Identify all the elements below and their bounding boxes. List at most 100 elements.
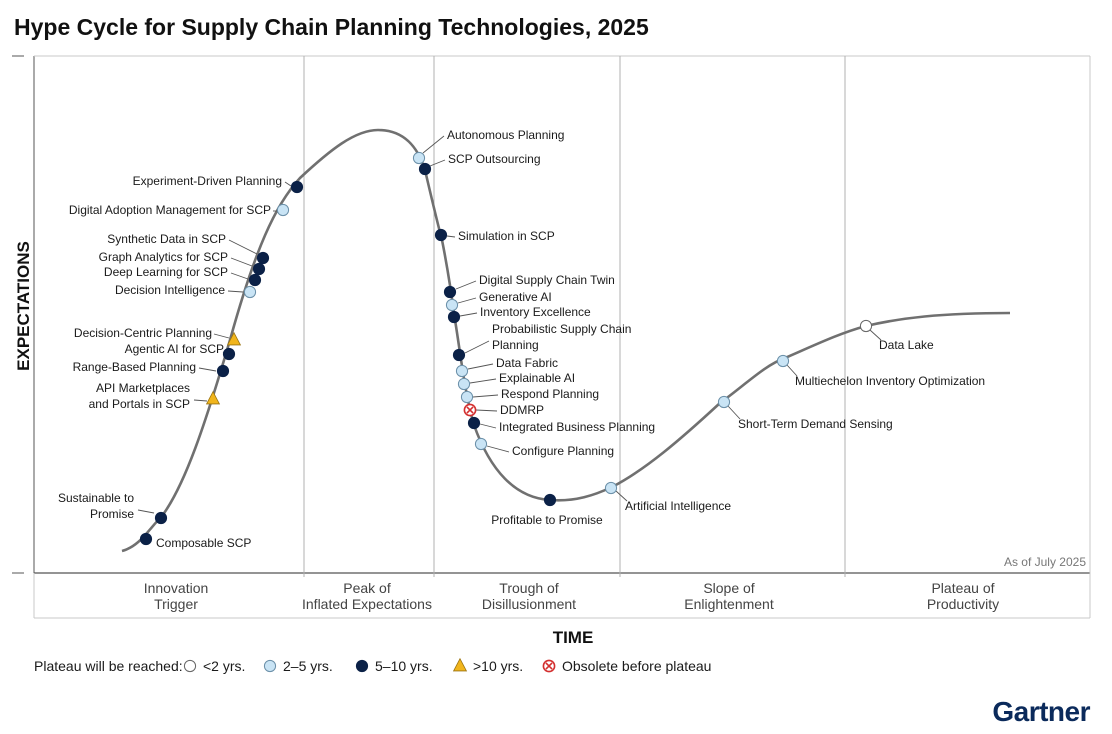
technology-label: Synthetic Data in SCP bbox=[107, 232, 226, 246]
technology-label: Digital Supply Chain Twin bbox=[479, 273, 615, 287]
technology-label: Respond Planning bbox=[501, 387, 599, 401]
leader-line bbox=[786, 364, 798, 377]
technology-point: Probabilistic Supply Chain Planning bbox=[452, 322, 631, 362]
light-blue-circle-marker-icon bbox=[445, 298, 459, 312]
x-cross-icon bbox=[466, 406, 474, 414]
leader-line bbox=[429, 159, 446, 167]
technology-label: Probabilistic Supply Chain Planning bbox=[492, 322, 631, 352]
technology-label: Explainable AI bbox=[499, 371, 575, 385]
navy-circle-marker-icon bbox=[418, 162, 432, 176]
light-blue-circle-marker-icon bbox=[460, 390, 474, 404]
navy-circle-marker-icon bbox=[248, 273, 262, 287]
technology-label: Graph Analytics for SCP bbox=[99, 250, 228, 264]
technology-point: Sustainable to Promise bbox=[58, 491, 168, 525]
x-axis-title: TIME bbox=[553, 628, 594, 647]
technology-label: Digital Adoption Management for SCP bbox=[69, 203, 271, 217]
legend-title: Plateau will be reached: bbox=[34, 658, 183, 674]
technology-point: Decision-Centric Planning bbox=[74, 326, 242, 346]
technology-label: Agentic AI for SCP bbox=[125, 342, 224, 356]
legend-label: 5–10 yrs. bbox=[375, 658, 433, 674]
technology-point: Synthetic Data in SCP bbox=[107, 232, 270, 265]
technology-point: Artificial Intelligence bbox=[604, 481, 731, 513]
legend-item: 2–5 yrs. bbox=[263, 658, 333, 674]
white-circle-marker-icon bbox=[183, 659, 197, 673]
technology-point: Simulation in SCP bbox=[434, 228, 555, 243]
technology-point: Profitable to Promise bbox=[491, 493, 603, 527]
technology-point: Inventory Excellence bbox=[447, 305, 591, 324]
leader-line bbox=[213, 333, 230, 339]
leader-line bbox=[193, 399, 208, 402]
navy-circle-marker-icon bbox=[543, 493, 557, 507]
leader-line bbox=[227, 290, 244, 293]
phase-label: Slope of Enlightenment bbox=[684, 580, 774, 612]
technology-label: Sustainable to Promise bbox=[58, 491, 134, 521]
triangle-marker-icon bbox=[205, 390, 221, 405]
navy-circle-marker-icon bbox=[290, 180, 304, 194]
technology-label: Decision-Centric Planning bbox=[74, 326, 212, 340]
white-circle-marker-icon bbox=[859, 319, 873, 333]
technology-label: API Marketplaces and Portals in SCP bbox=[89, 381, 190, 411]
phase-label: Plateau of Productivity bbox=[927, 580, 999, 612]
technology-point: Respond Planning bbox=[460, 387, 599, 404]
technology-point: Agentic AI for SCP bbox=[125, 342, 236, 361]
technology-label: Range-Based Planning bbox=[73, 360, 196, 374]
navy-circle-marker-icon bbox=[447, 310, 461, 324]
leader-line bbox=[727, 405, 741, 420]
technology-point: Composable SCP bbox=[139, 532, 251, 550]
light-blue-circle-marker-icon bbox=[263, 659, 277, 673]
phase-label: Innovation Trigger bbox=[144, 580, 209, 612]
technology-point: Explainable AI bbox=[457, 371, 575, 391]
legend-item: <2 yrs. bbox=[183, 658, 245, 674]
technology-label: DDMRP bbox=[500, 403, 544, 417]
technology-point: Short-Term Demand Sensing bbox=[717, 395, 893, 431]
legend-label: >10 yrs. bbox=[473, 658, 523, 674]
leader-line bbox=[422, 135, 445, 154]
navy-circle-marker-icon bbox=[434, 228, 448, 242]
technology-label: Integrated Business Planning bbox=[499, 420, 655, 434]
technology-point: Data Lake bbox=[859, 319, 934, 352]
light-blue-circle-marker-icon bbox=[276, 203, 290, 217]
leader-line bbox=[230, 257, 253, 267]
light-blue-circle-marker-icon bbox=[457, 377, 471, 391]
leader-line bbox=[137, 509, 155, 514]
leader-line bbox=[457, 297, 477, 304]
navy-circle-marker-icon bbox=[467, 416, 481, 430]
technology-point: Data Fabric bbox=[455, 356, 558, 378]
legend: Plateau will be reached: <2 yrs. 2–5 yrs.… bbox=[34, 657, 711, 674]
navy-circle-marker-icon bbox=[154, 511, 168, 525]
technology-label: Configure Planning bbox=[512, 444, 614, 458]
legend-label: 2–5 yrs. bbox=[283, 658, 333, 674]
leader-line bbox=[230, 272, 249, 280]
legend-item: 5–10 yrs. bbox=[355, 658, 433, 674]
light-blue-circle-marker-icon bbox=[455, 364, 469, 378]
navy-circle-marker-icon bbox=[216, 364, 230, 378]
technology-label: SCP Outsourcing bbox=[448, 152, 541, 166]
leader-line bbox=[284, 181, 292, 187]
technology-point: Autonomous Planning bbox=[412, 128, 564, 165]
leader-line bbox=[472, 394, 499, 398]
navy-circle-marker-icon bbox=[222, 347, 236, 361]
x-cross-icon bbox=[545, 662, 553, 670]
navy-circle-marker-icon bbox=[256, 251, 270, 265]
navy-circle-marker-icon bbox=[443, 285, 457, 299]
technology-label: Generative AI bbox=[479, 290, 552, 304]
navy-circle-marker-icon bbox=[355, 659, 369, 673]
technology-point: Range-Based Planning bbox=[73, 360, 230, 378]
technology-point: Multiechelon Inventory Optimization bbox=[776, 354, 985, 388]
triangle-marker-icon bbox=[226, 331, 242, 346]
technology-label: Data Fabric bbox=[496, 356, 558, 370]
phase-label: Peak of Inflated Expectations bbox=[302, 580, 432, 612]
technology-label: Multiechelon Inventory Optimization bbox=[795, 374, 985, 388]
technology-label: Data Lake bbox=[879, 338, 934, 352]
hype-curve bbox=[121, 128, 1011, 553]
as-of-label: As of July 2025 bbox=[1004, 555, 1086, 569]
technology-point: DDMRP bbox=[463, 403, 544, 417]
triangle-marker-icon bbox=[452, 657, 468, 672]
leader-line bbox=[446, 235, 456, 238]
leader-line bbox=[459, 312, 478, 317]
technology-label: Autonomous Planning bbox=[447, 128, 564, 142]
leader-line bbox=[615, 490, 628, 502]
navy-circle-marker-icon bbox=[139, 532, 153, 546]
legend-item: >10 yrs. bbox=[452, 657, 523, 674]
